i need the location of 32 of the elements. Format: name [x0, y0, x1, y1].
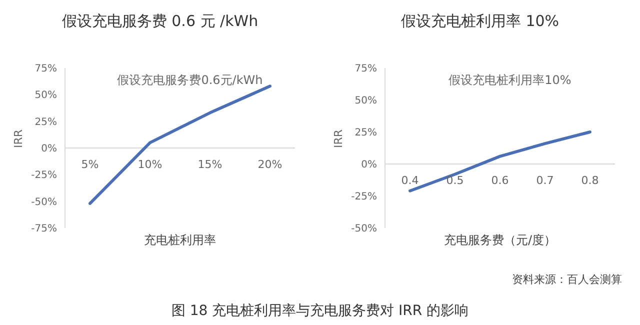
- x-tick-label: 5%: [81, 158, 99, 171]
- x-tick-label: 0.5: [446, 174, 464, 187]
- chart-title: 假设充电桩利用率 10%: [400, 12, 560, 31]
- y-axis-title: IRR: [332, 129, 345, 148]
- y-tick-label: -50%: [31, 196, 57, 208]
- x-tick-label: 15%: [198, 158, 222, 171]
- y-tick-label: -25%: [31, 170, 57, 182]
- y-tick-label: 0%: [361, 160, 377, 171]
- y-tick-label: 0%: [41, 144, 57, 155]
- text: 资料来源：百人会测算: [512, 272, 622, 287]
- x-tick-label: 0.8: [581, 174, 599, 187]
- x-tick-label: 0.6: [491, 174, 509, 187]
- chart-title: 假设充电服务费 0.6 元 /kWh: [60, 12, 260, 31]
- x-tick-label: 20%: [258, 158, 282, 171]
- annotation: 假设充电服务费0.6元/kWh: [116, 72, 264, 89]
- x-tick-label: 0.4: [401, 174, 419, 187]
- y-tick-label: 25%: [354, 128, 377, 139]
- x-axis-title: 充电桩利用率: [144, 233, 216, 247]
- y-tick-label: 50%: [34, 90, 57, 102]
- y-tick-label: -50%: [351, 224, 377, 235]
- x-tick-label: 10%: [138, 158, 162, 171]
- annotation: 假设充电桩利用率10%: [448, 72, 572, 89]
- caption: 图 18 充电桩利用率与充电服务费对 IRR 的影响: [170, 302, 470, 320]
- y-tick-label: 75%: [354, 64, 377, 75]
- y-tick-label: -75%: [31, 224, 57, 235]
- y-tick-label: 25%: [34, 116, 57, 128]
- y-tick-label: 75%: [34, 64, 57, 75]
- x-axis-title: 充电服务费（元/度）: [444, 233, 556, 247]
- y-tick-label: -25%: [351, 192, 377, 203]
- y-axis-title: IRR: [12, 129, 25, 148]
- y-tick-label: 50%: [354, 96, 377, 107]
- x-tick-label: 0.7: [536, 174, 554, 187]
